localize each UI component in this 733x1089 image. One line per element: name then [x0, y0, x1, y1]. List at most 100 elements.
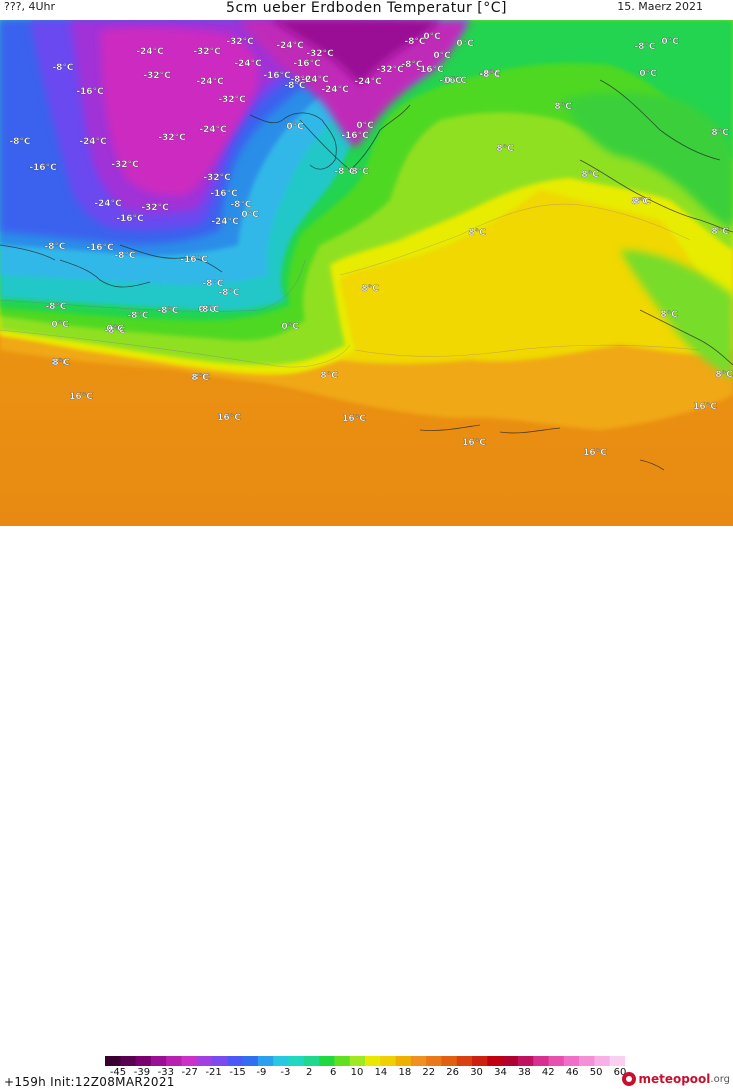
colorbar-tick-label: 42 — [541, 1067, 555, 1078]
isotherm-label: 0°C — [661, 37, 679, 47]
isotherm-label: 16°C — [69, 392, 93, 402]
run-info: +159h Init:12Z08MAR2021 — [4, 1075, 175, 1089]
colorbar-tick-label: -9 — [256, 1067, 267, 1078]
isotherm-label: -24°C — [196, 77, 224, 87]
isotherm-label: -32°C — [226, 37, 254, 47]
brand-logo[interactable]: meteopool .org — [622, 1072, 730, 1086]
isotherm-label: 8°C — [320, 371, 338, 381]
isotherm-label: -8°C — [290, 75, 311, 85]
isotherm-label: -16°C — [293, 59, 321, 69]
isotherm-label: -24°C — [276, 41, 304, 51]
greenland-cold — [240, 20, 470, 148]
isotherm-label: 8°C — [361, 284, 379, 294]
isotherm-label: -8°C — [479, 69, 500, 79]
isotherm-label: 8°C — [581, 170, 599, 180]
forecast-hour-label: ???, 4Uhr — [4, 0, 56, 13]
isotherm-label: 16°C — [693, 402, 717, 412]
isotherm-label: 0°C — [433, 51, 451, 61]
temperature-map[interactable]: -32°C -24°C-32°C-24°C -32°C0°C-8°C0°C-8°C-… — [0, 20, 733, 526]
colorbar-swatch — [517, 1056, 534, 1066]
isotherm-label: -8°C — [114, 251, 135, 261]
isotherm-label: -8°C — [127, 311, 148, 321]
colorbar-tick-label: 6 — [329, 1067, 337, 1078]
isotherm-label: -8°C — [157, 306, 178, 316]
isotherm-label: -32°C — [143, 71, 171, 81]
isotherm-label: -16°C — [180, 255, 208, 265]
isotherm-label: -32°C — [218, 95, 246, 105]
colorbar-swatch — [166, 1056, 182, 1066]
colorbar-swatch — [212, 1056, 228, 1066]
colorbar-tick-label: -27 — [181, 1067, 198, 1078]
coastlines — [0, 79, 733, 471]
isotherm-label: 0°C — [356, 121, 374, 131]
colorbar-swatch — [487, 1056, 504, 1066]
isotherm-label: -24°C — [94, 199, 122, 209]
zone-n33 — [100, 27, 259, 196]
isotherm-label: 0°C — [281, 322, 299, 332]
colorbar-swatch — [441, 1056, 458, 1066]
isotherm-label: 16°C — [583, 448, 607, 458]
colorbar-swatch — [135, 1056, 152, 1066]
isotherm-label: 8°C — [554, 102, 572, 112]
colorbar-swatch — [120, 1056, 137, 1066]
isotherm-lines — [0, 203, 701, 368]
isotherm-label: 8°C — [660, 310, 678, 320]
isotherm-label: -8°C — [401, 60, 422, 70]
isotherm-label: -24°C — [79, 137, 107, 147]
isotherm-label: -16°C — [86, 243, 114, 253]
isotherm-label: -8°C — [45, 302, 66, 312]
isotherm-label: 8°C — [351, 167, 369, 177]
isotherm-label: 0°C — [639, 69, 657, 79]
isotherm-label: 8°C — [468, 228, 486, 238]
header-bar: ???, 4Uhr 5cm ueber Erdboden Temperatur … — [0, 0, 733, 20]
isotherm-label: 8°C — [496, 144, 514, 154]
colorbar-swatch — [105, 1056, 121, 1066]
colorbar-swatch — [609, 1056, 625, 1066]
colorbar-swatch — [594, 1056, 611, 1066]
isotherm-label: -8°C — [230, 200, 251, 210]
isotherm-label: -8°C — [634, 42, 655, 52]
isotherm-label: -8°C — [479, 70, 500, 80]
colorbar-swatch — [196, 1056, 213, 1066]
colorbar-swatch — [242, 1056, 259, 1066]
isotherm-label: -16°C — [29, 163, 57, 173]
isotherm-label: -8°C — [202, 279, 223, 289]
colorbar-swatch — [456, 1056, 473, 1066]
isotherm-label: 16°C — [217, 413, 241, 423]
colorbar-swatch — [380, 1056, 397, 1066]
isotherm-label: -32°C — [376, 65, 404, 75]
colorbar-swatch — [548, 1056, 565, 1066]
colorbar-tick-label: 14 — [374, 1067, 388, 1078]
isotherm-label: -24°C — [354, 77, 382, 87]
colorbar-swatch — [472, 1056, 488, 1066]
colorbar-tick-label: 22 — [422, 1067, 436, 1078]
isotherm-label: 0°C — [198, 305, 216, 315]
footer-bar: -45 -39 -33 -27 -21 -15 -9 -3 2 6 10 14 18 22 26 30 34 38… — [0, 526, 733, 1089]
colorbar-tick-label: 30 — [470, 1067, 483, 1078]
isotherm-label: 8°C — [52, 358, 70, 368]
isotherm-label: -32°C — [203, 173, 231, 183]
colorbar-swatch — [395, 1056, 412, 1066]
isotherm-label: -8°C — [404, 37, 425, 47]
colorbar-swatch — [334, 1056, 351, 1066]
isotherm-label: 0°C — [456, 39, 474, 49]
isotherm-label: 16°C — [462, 438, 486, 448]
isotherm-label: 8°C — [192, 373, 210, 383]
isotherm-label: 16°C — [342, 414, 366, 424]
isotherm-label: -8°C — [198, 305, 219, 315]
isotherm-label: -32°C — [193, 47, 221, 57]
colorbar-tick-label: 18 — [398, 1067, 412, 1078]
colorbar-swatch — [303, 1056, 320, 1066]
isotherm-label: 8°C — [631, 197, 649, 207]
brand-name: meteopool — [638, 1072, 711, 1086]
colorbar-tick-label: 50 — [589, 1067, 603, 1078]
colorbar-tick-label: -3 — [280, 1067, 291, 1078]
colorbar-swatch — [579, 1056, 595, 1066]
isotherm-label: 8°C — [711, 227, 729, 237]
colorbar-tick-label: 26 — [446, 1067, 460, 1078]
brand-suffix: .org — [710, 1073, 730, 1085]
isotherm-label: 0°C — [106, 324, 124, 334]
isotherm-label: -8°C — [104, 326, 125, 336]
colorbar — [105, 1056, 625, 1066]
isotherm-label: -8°C — [52, 63, 73, 73]
